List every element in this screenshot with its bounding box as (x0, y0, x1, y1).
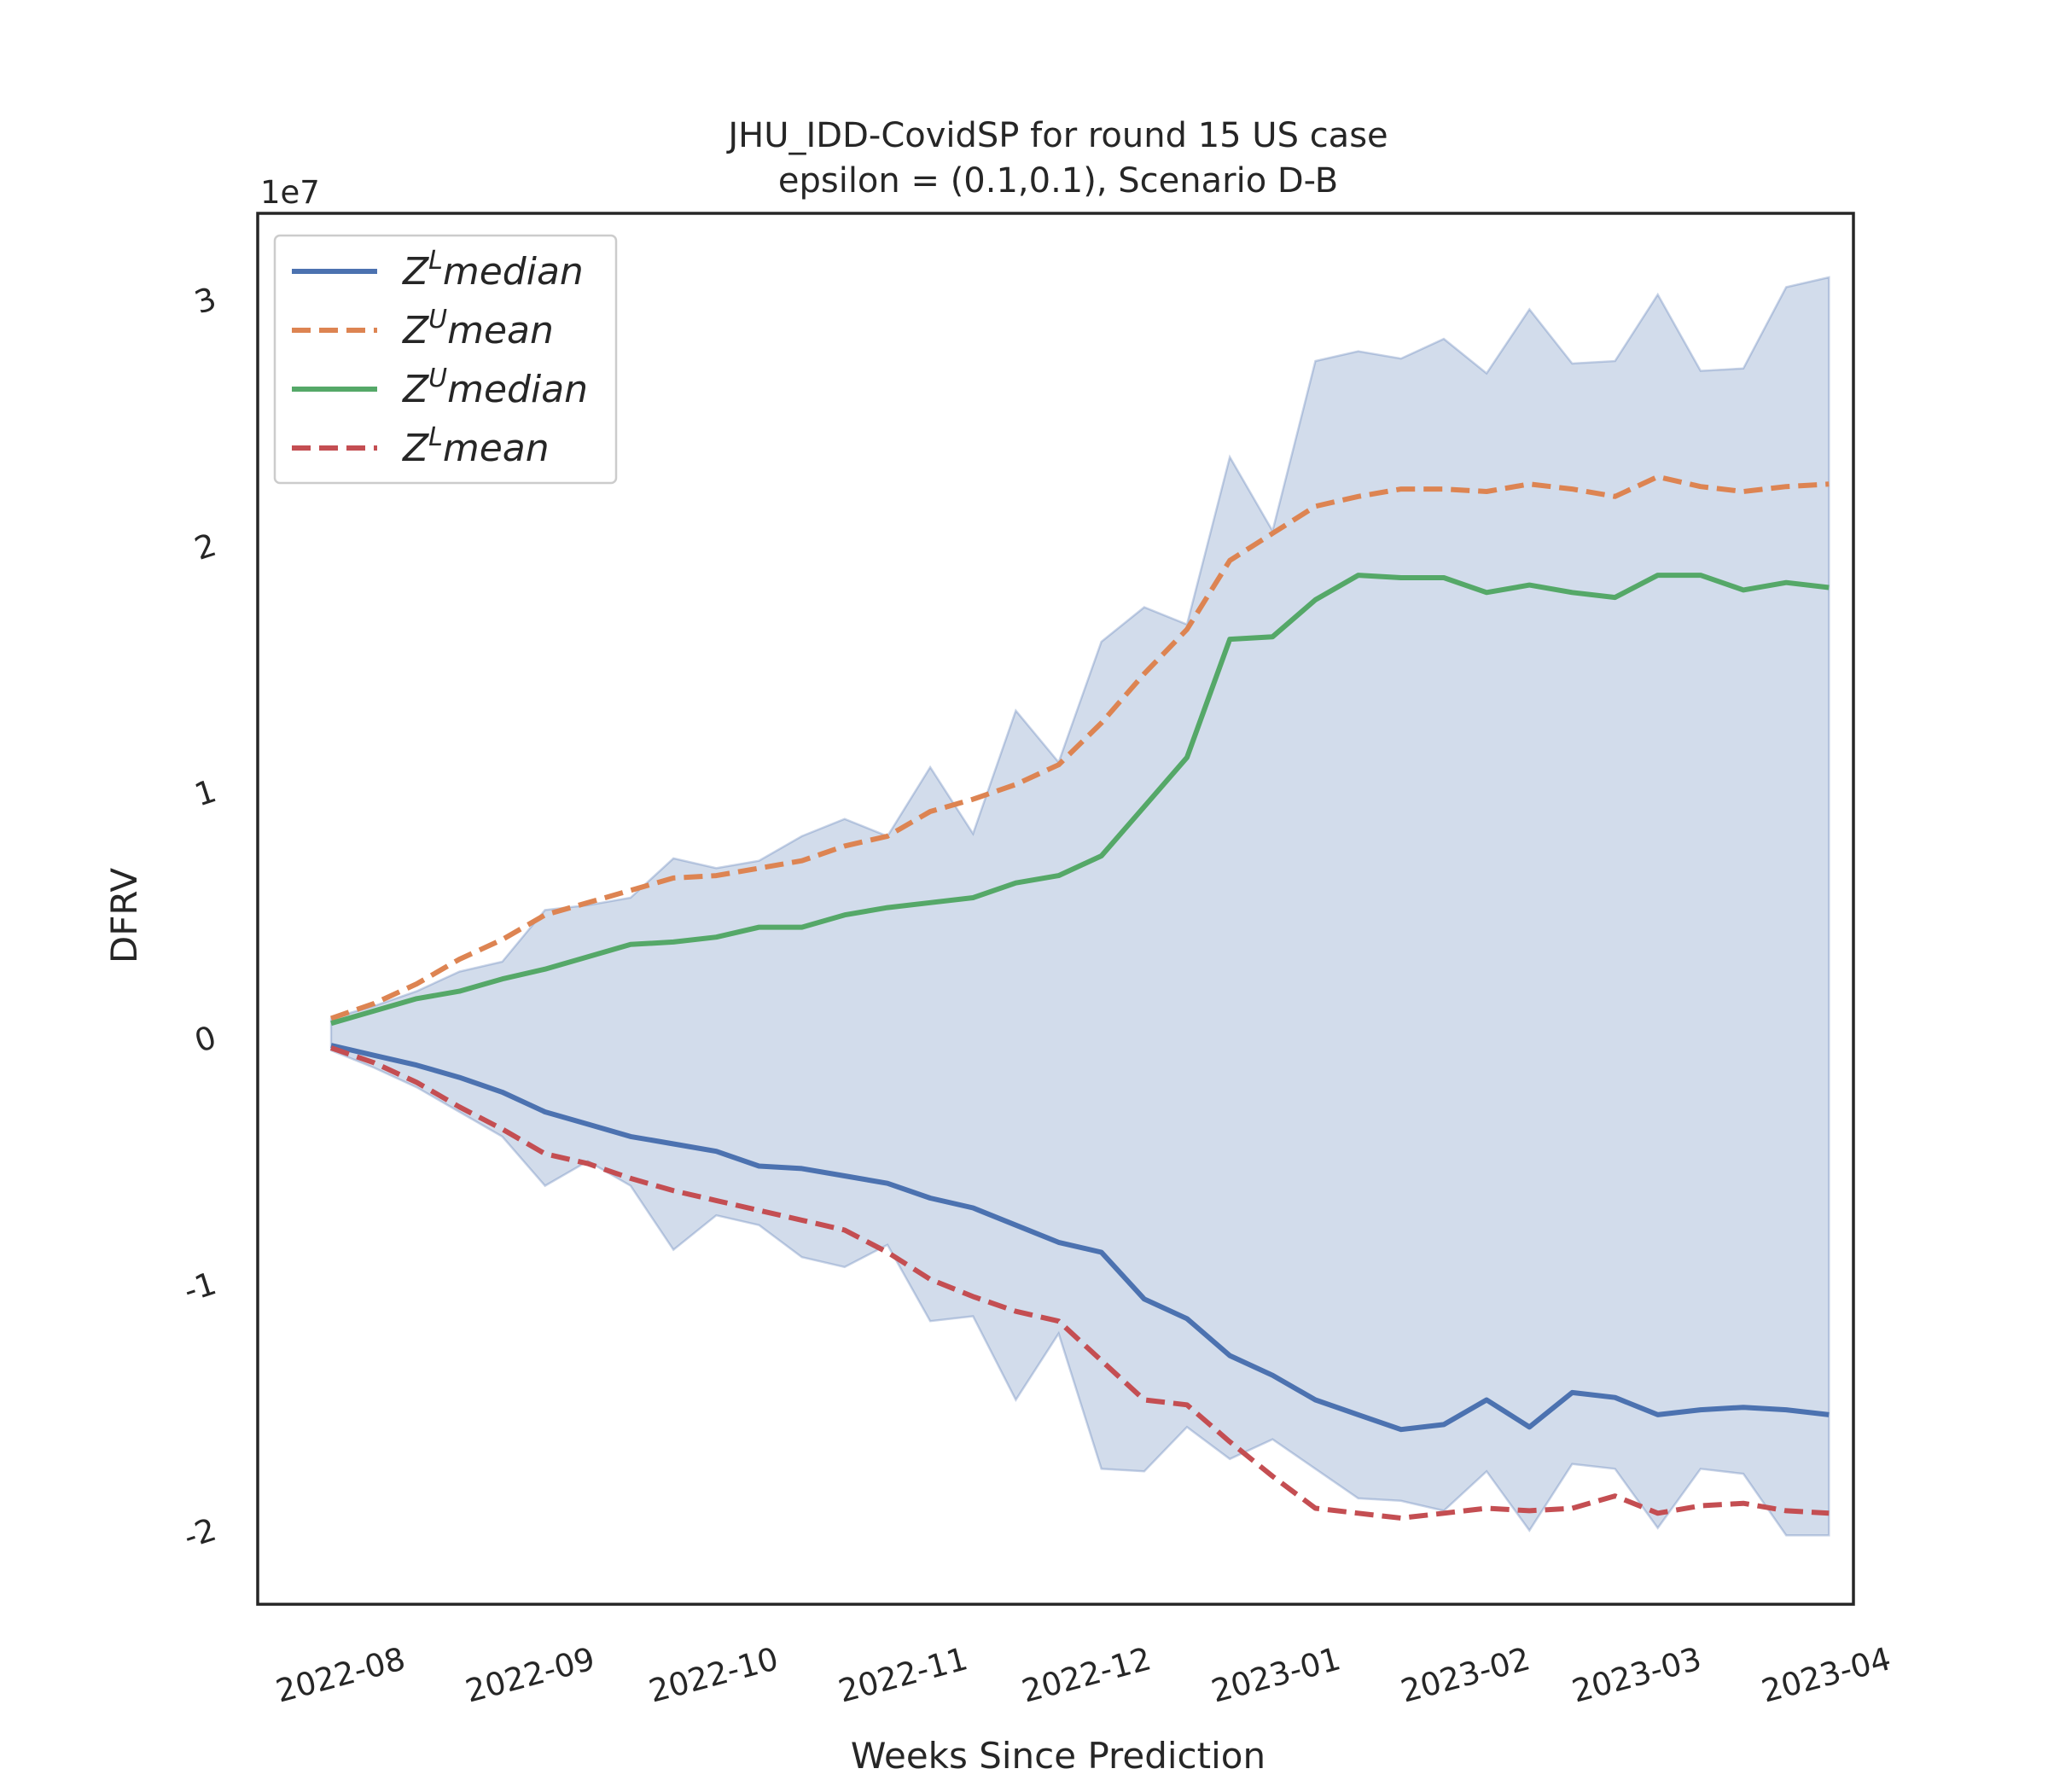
legend-entry-L-median: ZLmedian (402, 246, 584, 294)
legend-entry-U-median: ZUmedian (402, 364, 588, 411)
legend: ZLmedian ZUmean ZUmedian ZLmean (273, 234, 618, 485)
x-axis-label: Weeks Since Prediction (851, 1735, 1265, 1777)
chart-title-line1: JHU_IDD-CovidSP for round 15 US case (725, 116, 1388, 155)
confidence-band (329, 276, 1830, 1537)
y-axis-label: DFRV (103, 868, 145, 963)
legend-entry-U-mean: ZUmean (402, 305, 554, 352)
chart-title-line2: epsilon = (0.1,0.1), Scenario D-B (778, 161, 1338, 201)
series-line-L-median (330, 1043, 1830, 1433)
plot-frame (256, 212, 1855, 1606)
series-line-U-median (330, 573, 1830, 1027)
band-layer (329, 276, 1830, 1537)
series-line-L-mean (330, 1045, 1830, 1521)
plot-area (329, 276, 1830, 1537)
legend-entry-L-mean: ZLmean (402, 422, 550, 470)
y-multiplier: 1e7 (260, 174, 320, 211)
legend-box (273, 234, 618, 485)
series-line-U-mean (330, 474, 1830, 1021)
series-layer (330, 474, 1830, 1521)
